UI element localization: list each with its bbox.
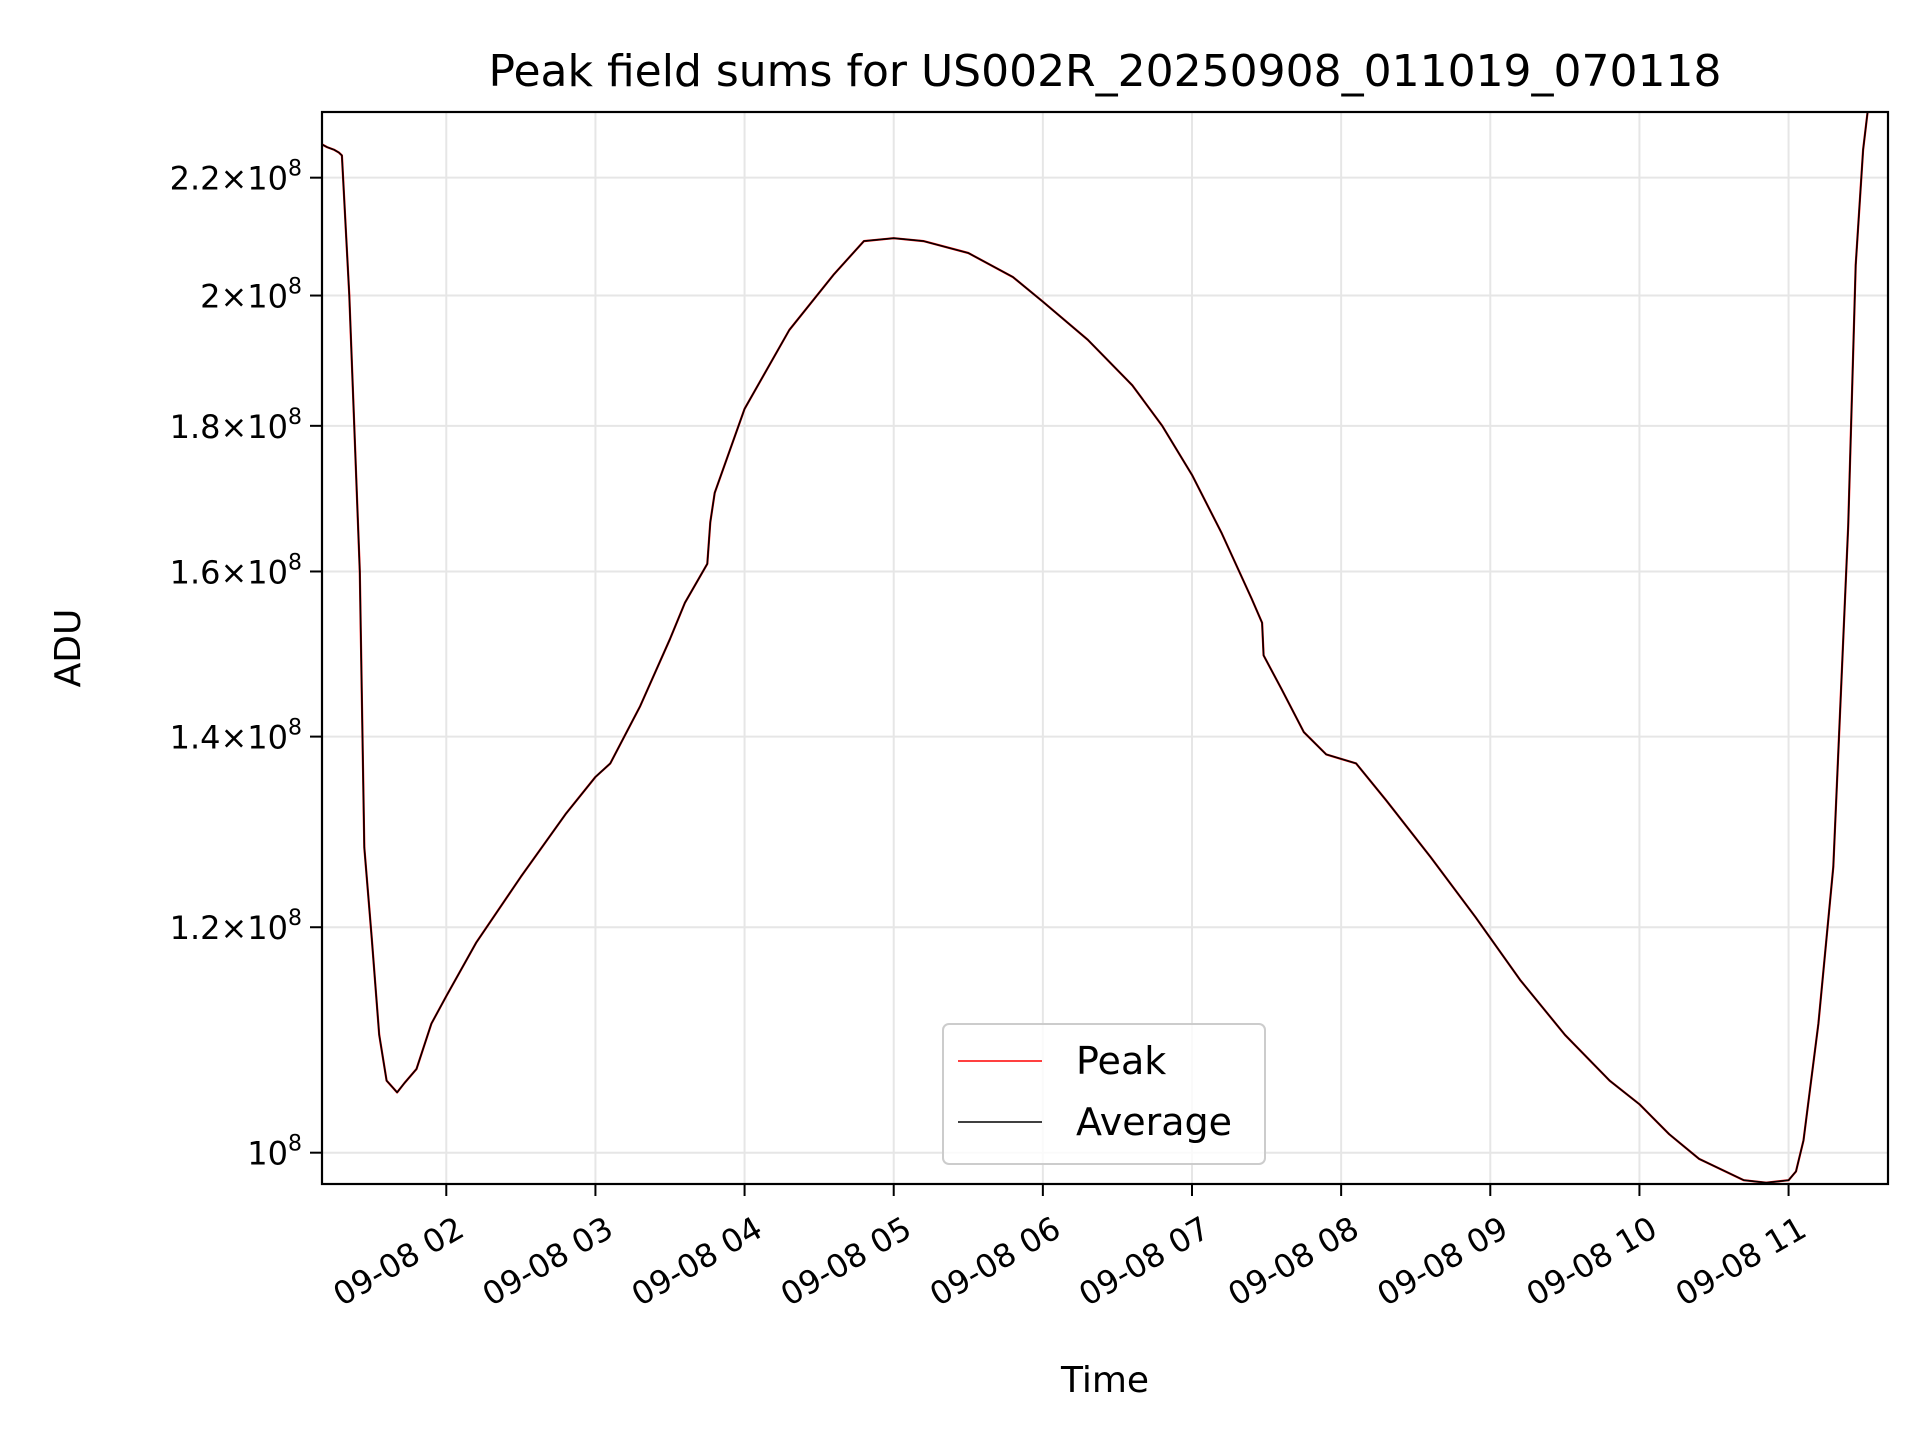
plot-lines — [321, 111, 1869, 1184]
y-tick-label: 1.4×108 — [170, 716, 302, 757]
y-tick-label: 1.8×108 — [170, 405, 302, 446]
y-tick-label: 2×108 — [200, 275, 302, 316]
legend: Peak Average — [942, 1023, 1266, 1165]
legend-box — [942, 1023, 1266, 1165]
x-axis-label: Time — [1060, 1360, 1149, 1401]
y-tick-label: 108 — [247, 1132, 302, 1173]
y-axis-label: ADU — [48, 609, 89, 688]
y-tick-label: 1.6×108 — [170, 550, 302, 591]
legend-peak-label: Peak — [1076, 1039, 1166, 1083]
y-axis-ticks: 108 1.2×108 1.4×108 1.6×108 1.8×108 2×108 2.2×… — [170, 157, 322, 1173]
legend-average-label: Average — [1076, 1100, 1232, 1144]
y-tick-label: 1.2×108 — [170, 906, 302, 947]
chart-title: Peak field sums for US002R_20250908_0110… — [488, 46, 1721, 97]
series-average-line — [321, 111, 1869, 1184]
plot-frame — [320, 110, 1890, 1186]
y-tick-label: 2.2×108 — [170, 157, 302, 198]
